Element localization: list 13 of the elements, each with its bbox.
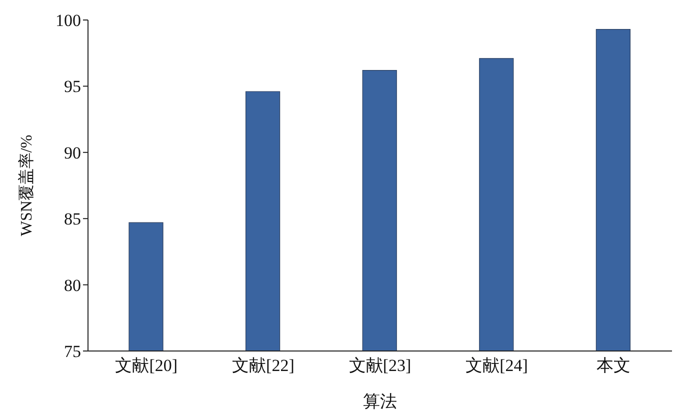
y-tick-label: 75 — [64, 342, 81, 362]
y-tick-label: 95 — [64, 77, 81, 96]
x-tick-label: 文献[23] — [348, 356, 412, 376]
x-axis-title: 算法 — [363, 392, 397, 411]
x-tick-label: 文献[22] — [232, 356, 294, 376]
y-tick-label: 100 — [56, 11, 81, 30]
x-tick-label: 文献[20] — [115, 356, 178, 376]
y-tick-label: 85 — [64, 210, 81, 229]
y-tick-label: 90 — [64, 143, 81, 162]
y-axis-title: WSN覆盖率/% — [18, 134, 36, 236]
y-tick-label: 80 — [64, 276, 81, 295]
x-tick-label: 本文 — [596, 356, 631, 376]
x-tick-label: 文献[24] — [466, 356, 528, 376]
